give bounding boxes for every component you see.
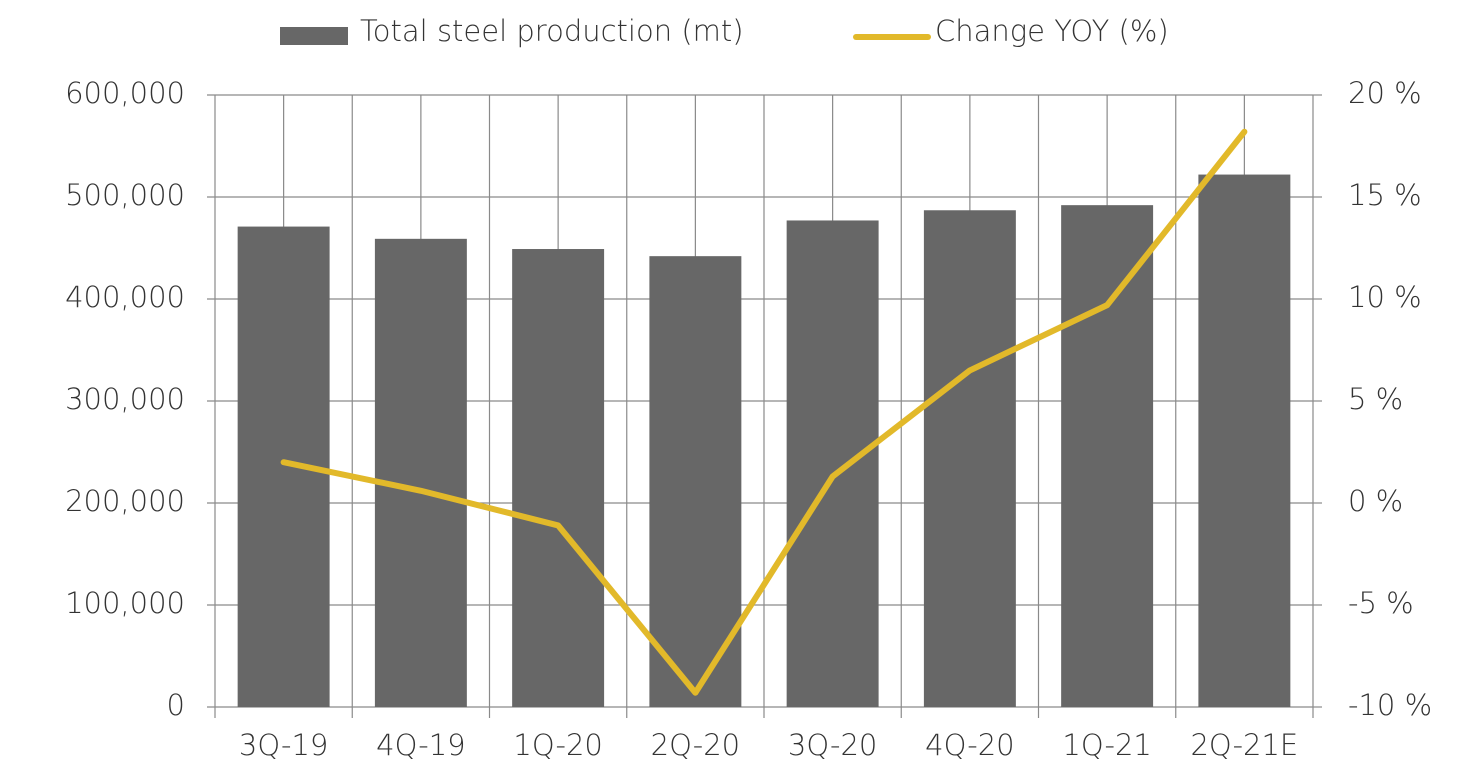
legend-label: Total steel production (mt) [360,14,744,48]
x-tick-label: 3Q-20 [788,728,877,762]
y-tick-label: 600,000 [65,76,185,110]
x-tick-label: 1Q-21 [1062,728,1151,762]
x-tick-label: 2Q-20 [651,728,740,762]
line [280,128,1248,696]
y2-tick-label: -5 % [1348,586,1414,620]
y-tick-label: 0 [167,688,185,722]
y2-tick-label: 15 % [1348,178,1422,212]
y-tick-label: 400,000 [65,280,185,314]
legend-swatch [280,27,348,45]
bar [512,249,605,707]
x-tick-label: 4Q-20 [925,728,1014,762]
y-tick-label: 500,000 [65,178,185,212]
y-tick-label: 300,000 [65,382,185,416]
y2-tick-label: 5 % [1348,382,1403,416]
y2-tick-label: 20 % [1348,76,1422,110]
legend-label: Change YOY (%) [935,14,1169,48]
bar [1198,174,1291,707]
x-tick-label: 2Q-21E [1190,728,1298,762]
bar [1061,205,1154,707]
y-tick-label: 200,000 [65,484,185,518]
bar [649,256,742,707]
y-tick-label: 100,000 [65,586,185,620]
bar [786,220,879,707]
x-tick-label: 3Q-19 [239,728,328,762]
y2-tick-label: 0 % [1348,484,1403,518]
y2-tick-label: 10 % [1348,280,1422,314]
bar [374,238,467,707]
x-tick-label: 4Q-19 [376,728,465,762]
x-tick-label: 1Q-20 [513,728,602,762]
y2-tick-label: -10 % [1348,688,1432,722]
bar [923,210,1016,707]
